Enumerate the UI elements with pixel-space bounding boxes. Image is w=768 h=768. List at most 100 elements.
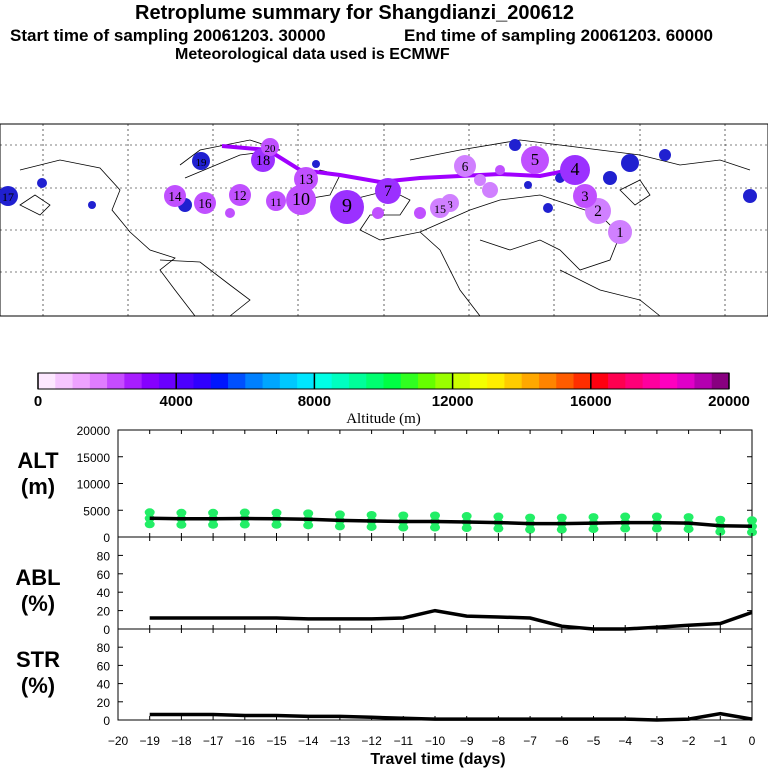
colorbar-cell	[487, 373, 505, 389]
colorbar-cell	[89, 373, 108, 389]
panel-frame	[117, 628, 753, 721]
x-tick-label: −14	[298, 734, 319, 748]
alt-scatter-point	[271, 520, 282, 529]
plume-centroid-point	[608, 220, 632, 244]
altitude-colorbar: 0 4000 8000 12000 16000 20000 Altitude (m)	[34, 372, 750, 427]
colorbar-cell	[452, 373, 471, 389]
colorbar-cell	[418, 373, 436, 389]
series-line-abl	[149, 608, 753, 631]
plume-centroid-point	[375, 178, 401, 204]
y-axis-label: ABL	[15, 565, 60, 590]
colorbar-cell	[677, 373, 695, 389]
colorbar-tick-label: 0	[34, 393, 42, 410]
alt-scatter-point	[430, 511, 440, 520]
alt-scatter-point	[366, 522, 377, 531]
colorbar-cell	[573, 373, 592, 389]
x-tick-label: −10	[425, 734, 446, 748]
x-tick-label: 0	[749, 734, 756, 748]
colorbar-cell	[228, 373, 246, 389]
y-tick-label: 20000	[77, 424, 111, 438]
panel-abl: 0 20 40 60 80 ABL(%)	[15, 536, 753, 637]
plume-centroid-point	[454, 155, 476, 177]
colorbar-cell	[366, 373, 384, 389]
plume-extra-point	[225, 208, 235, 218]
plume-centroid-point	[261, 138, 279, 156]
plume-centroid-point	[229, 184, 251, 206]
y-axis-label: STR	[16, 647, 60, 672]
colorbar-cell	[331, 373, 350, 389]
x-tick-label: −4	[618, 734, 632, 748]
colorbar-cell	[176, 373, 194, 389]
alt-scatter-point	[493, 524, 504, 533]
plume-extra-point	[474, 174, 486, 186]
x-axis-label: Travel time (days)	[370, 751, 505, 768]
alt-scatter-point	[461, 524, 472, 533]
colorbar-cell	[72, 373, 91, 389]
plume-centroid-point	[521, 146, 549, 174]
alt-scatter-point	[588, 525, 599, 534]
plume-centroid-point	[430, 198, 450, 218]
x-tick-label: −1	[713, 734, 727, 748]
series-line-alt	[149, 516, 753, 529]
plume-centroid-label: 6	[462, 159, 469, 174]
alt-scatter-point	[651, 512, 662, 521]
colorbar-cell	[314, 373, 333, 389]
x-tick-label: −16	[235, 734, 256, 748]
plume-centroid-label: 11	[270, 195, 282, 209]
plume-centroid-label: 12	[233, 188, 246, 203]
colorbar-cell	[469, 373, 488, 389]
plume-centroid-point	[560, 155, 590, 185]
y-tick-label: 40	[97, 678, 111, 692]
colorbar-cell	[435, 373, 454, 389]
plume-extra-point	[509, 139, 521, 151]
alt-scatter-point	[747, 528, 757, 537]
alt-scatter-point	[239, 520, 250, 529]
alt-scatter-point	[651, 524, 662, 533]
plume-centroid-point	[266, 191, 286, 211]
plume-centroid-point	[194, 192, 216, 214]
plume-centroid-point	[192, 152, 210, 170]
colorbar-cell	[210, 373, 229, 389]
x-tick-label: −11	[394, 734, 414, 748]
plume-centroid-label: 9	[342, 195, 352, 217]
y-tick-label: 10000	[77, 478, 111, 492]
colorbar-cell	[625, 373, 644, 389]
x-tick-label: −17	[203, 734, 224, 748]
plume-extra-point	[659, 149, 671, 161]
plume-extra-point	[482, 182, 498, 198]
plume-centroid-label: 1	[616, 225, 623, 241]
alt-scatter-point	[334, 510, 345, 519]
x-tick-label: −8	[492, 734, 506, 748]
x-tick-label: −18	[171, 734, 192, 748]
plume-centroid-label: 2	[594, 203, 602, 220]
end-time-text: End time of sampling 20061203. 60000	[404, 26, 713, 45]
alt-scatter-point	[398, 523, 409, 532]
plume-extra-point	[37, 178, 47, 188]
alt-scatter-point	[144, 508, 155, 517]
plume-extra-point	[543, 203, 553, 213]
x-tick-label: −5	[587, 734, 601, 748]
x-tick-label: −19	[140, 734, 161, 748]
colorbar-cell	[38, 373, 56, 389]
panel-alt: 0 5000 10000 15000 20000 ALT(m)	[17, 424, 757, 545]
colorbar-tick-label: 4000	[160, 393, 193, 410]
alt-scatter-point	[144, 520, 155, 529]
alt-scatter-point	[398, 511, 409, 520]
alt-scatter-point	[493, 512, 504, 521]
colorbar-cell	[193, 373, 212, 389]
alt-scatter-point	[747, 516, 757, 525]
alt-scatter-point	[303, 521, 314, 530]
plume-centroid-label: 18	[256, 153, 270, 169]
colorbar-cell	[297, 373, 315, 389]
y-tick-label: 15000	[77, 451, 111, 465]
time-series-panels: 05000100001500020000ALT(m)020406080ABL(%…	[15, 424, 757, 768]
colorbar-tick-label: 20000	[708, 393, 750, 410]
y-tick-label: 0	[103, 714, 110, 728]
colorbar-cell	[400, 373, 419, 389]
plume-centroid-point	[286, 185, 316, 215]
plume-centroid-point	[164, 185, 186, 207]
y-axis-label: (%)	[21, 673, 55, 698]
x-tick-label: −13	[330, 734, 351, 748]
